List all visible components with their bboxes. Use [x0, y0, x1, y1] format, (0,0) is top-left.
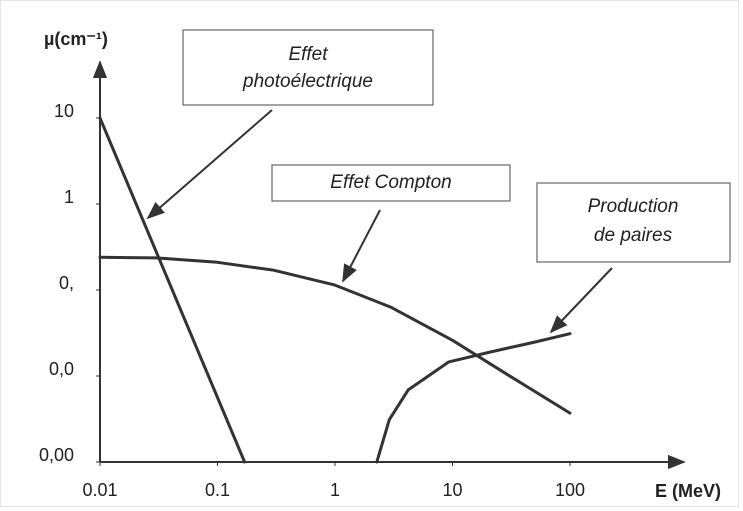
annotation-box: Production de paires — [536, 182, 731, 263]
box — [182, 29, 434, 106]
y-tick-label: 10 — [54, 101, 74, 121]
annotation-arrow — [146, 109, 273, 220]
box — [271, 164, 511, 202]
y-tick-label: 0,00 — [39, 445, 74, 465]
annotation-text: photoélectrique — [242, 71, 373, 92]
annotation-box: Effet Compton — [271, 164, 511, 202]
annotation-text: de paires — [594, 225, 673, 246]
x-tick-label: 0.01 — [82, 480, 117, 500]
x-axis-label: E (MeV) — [655, 481, 721, 501]
annotation-arrow — [549, 267, 613, 334]
y-axis-label: µ(cm⁻¹) — [44, 29, 108, 49]
curve — [98, 255, 572, 415]
y-tick-label: 0,0 — [49, 359, 74, 379]
curve — [98, 116, 247, 464]
annotation-text: Production — [588, 196, 679, 217]
annotation-arrow — [342, 209, 381, 283]
x-tick-label: 0.1 — [205, 480, 230, 500]
y-tick-label: 1 — [64, 187, 74, 207]
x-tick-label: 1 — [330, 480, 340, 500]
annotation-box: Effet photoélectrique — [182, 29, 434, 106]
box — [536, 182, 731, 263]
x-tick-label: 100 — [555, 480, 585, 500]
x-tick-label: 10 — [442, 480, 462, 500]
annotation-text: Effet Compton — [330, 172, 451, 193]
curve — [375, 332, 572, 464]
annotation-text: Effet — [288, 44, 328, 65]
y-tick-label: 0, — [59, 273, 74, 293]
